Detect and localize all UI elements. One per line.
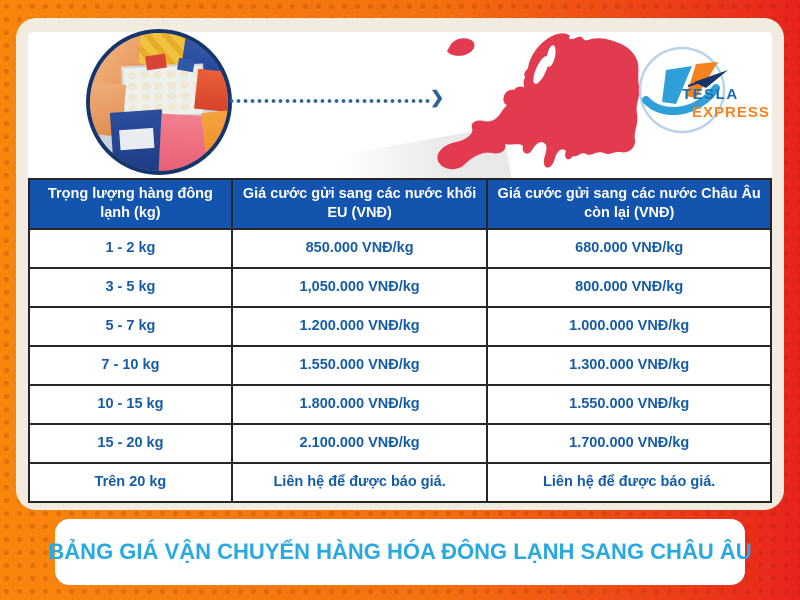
- column-header: Giá cước gửi sang các nước khối EU (VNĐ): [230, 178, 489, 230]
- table-cell: 3 - 5 kg: [28, 266, 233, 308]
- table-cell: 1.700.000 VNĐ/kg: [486, 422, 772, 464]
- price-table-body: 1 - 2 kg 850.000 VNĐ/kg 680.000 VNĐ/kg 3 - …: [28, 227, 772, 503]
- table-cell: 2.100.000 VNĐ/kg: [230, 422, 489, 464]
- table-cell: 10 - 15 kg: [28, 383, 233, 425]
- logo-mark-icon: [638, 46, 728, 134]
- package-chip-blue: [177, 57, 195, 73]
- dotted-arrow-icon: [228, 98, 432, 104]
- table-row: 5 - 7 kg 1.200.000 VNĐ/kg 1.000.000 VNĐ/kg: [28, 305, 772, 347]
- table-cell: 850.000 VNĐ/kg: [230, 227, 489, 269]
- hero-section: ❯: [28, 29, 772, 232]
- table-cell: 1.550.000 VNĐ/kg: [486, 383, 772, 425]
- package-chip-red: [145, 53, 167, 71]
- table-cell: 7 - 10 kg: [28, 344, 233, 386]
- table-row: 3 - 5 kg 1,050.000 VNĐ/kg 800.000 VNĐ/kg: [28, 266, 772, 308]
- table-cell: 1.550.000 VNĐ/kg: [230, 344, 489, 386]
- tesla-express-logo: TESLA EXPRESS: [636, 42, 772, 146]
- footer-title-bar: BẢNG GIÁ VẬN CHUYỂN HÀNG HÓA ĐÔNG LẠNH S…: [48, 519, 752, 585]
- arrow-head-icon: ❯: [430, 88, 445, 107]
- table-cell: 1.200.000 VNĐ/kg: [230, 305, 489, 347]
- table-cell: Liên hệ để được báo giá.: [486, 461, 772, 503]
- europe-map-icon: [437, 33, 640, 170]
- table-row: 7 - 10 kg 1.550.000 VNĐ/kg 1.300.000 VNĐ/k…: [28, 344, 772, 386]
- white-panel: ❯: [28, 29, 772, 503]
- table-row: 15 - 20 kg 2.100.000 VNĐ/kg 1.700.000 VNĐ/…: [28, 422, 772, 464]
- page-title: BẢNG GIÁ VẬN CHUYỂN HÀNG HÓA ĐÔNG LẠNH S…: [48, 539, 752, 564]
- column-header: Trọng lượng hàng đông lạnh (kg): [28, 178, 233, 230]
- package-navy-box: [109, 109, 167, 171]
- table-cell: 1.000.000 VNĐ/kg: [486, 305, 772, 347]
- table-cell: Liên hệ để được báo giá.: [230, 461, 489, 503]
- price-table: Trọng lượng hàng đông lạnh (kg) Giá cước …: [28, 178, 772, 503]
- table-cell: 1.300.000 VNĐ/kg: [486, 344, 772, 386]
- column-header: Giá cước gửi sang các nước Châu Âu còn l…: [486, 178, 772, 230]
- price-table-head-row: Trọng lượng hàng đông lạnh (kg) Giá cước …: [28, 178, 772, 230]
- table-cell: 1 - 2 kg: [28, 227, 233, 269]
- package-red: [194, 68, 228, 114]
- table-cell: 1.800.000 VNĐ/kg: [230, 383, 489, 425]
- logo-text-tesla: TESLA: [682, 86, 739, 103]
- logo-text-express: EXPRESS: [692, 104, 770, 121]
- table-cell: 680.000 VNĐ/kg: [486, 227, 772, 269]
- table-cell: Trên 20 kg: [28, 461, 233, 503]
- table-cell: 15 - 20 kg: [28, 422, 233, 464]
- table-cell: 800.000 VNĐ/kg: [486, 266, 772, 308]
- table-row: 10 - 15 kg 1.800.000 VNĐ/kg 1.550.000 VNĐ/…: [28, 383, 772, 425]
- table-row: 1 - 2 kg 850.000 VNĐ/kg 680.000 VNĐ/kg: [28, 227, 772, 269]
- package-orange: [201, 109, 228, 169]
- cream-card: ❯: [16, 18, 784, 510]
- frozen-foods-photo: [86, 29, 232, 175]
- table-cell: 1,050.000 VNĐ/kg: [230, 266, 489, 308]
- table-cell: 5 - 7 kg: [28, 305, 233, 347]
- table-row: Trên 20 kg Liên hệ để được báo giá. Liên h…: [28, 461, 772, 503]
